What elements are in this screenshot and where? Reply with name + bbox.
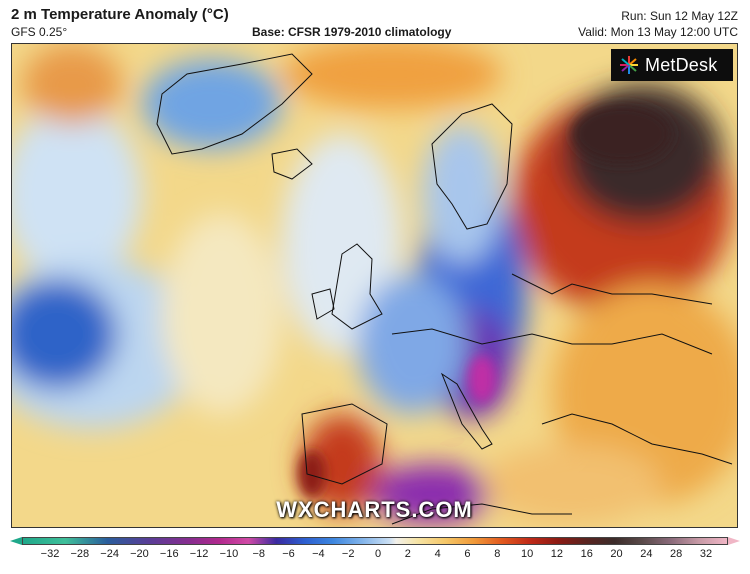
scale-tick-label: 16 bbox=[580, 548, 593, 560]
scale-min-arrow bbox=[10, 537, 22, 545]
scale-tick-label: −28 bbox=[70, 548, 90, 560]
scale-tick-label: −12 bbox=[189, 548, 209, 560]
scale-tick-label: −20 bbox=[130, 548, 149, 560]
color-scale-ticks: −32 −28 −24 −20 −16 −12 −10 −8 −6 −4 −2 0 2 4 6 8 10 12 16… bbox=[22, 548, 728, 564]
metdesk-logo: MetDesk bbox=[611, 49, 733, 81]
model-label: GFS 0.25° bbox=[11, 25, 68, 39]
scale-tick-label: 10 bbox=[520, 548, 534, 560]
anomaly-map: MetDesk WXCHARTS.COM bbox=[11, 43, 738, 528]
scale-tick-label: −8 bbox=[252, 548, 265, 560]
scale-tick-label: −32 bbox=[40, 548, 60, 560]
scale-tick-label: 8 bbox=[494, 548, 501, 560]
scale-tick-label: 28 bbox=[670, 548, 683, 560]
scale-tick-label: 0 bbox=[374, 548, 382, 560]
scale-tick-label: 24 bbox=[640, 548, 653, 560]
scale-tick-label: 2 bbox=[404, 548, 411, 560]
color-scale-bar bbox=[22, 537, 728, 545]
scale-max-arrow bbox=[728, 537, 740, 545]
scale-tick-label: 6 bbox=[464, 548, 471, 560]
climatology-base-label: Base: CFSR 1979-2010 climatology bbox=[252, 25, 452, 39]
coastlines bbox=[156, 53, 733, 525]
logo-text: MetDesk bbox=[645, 54, 718, 75]
map-title: 2 m Temperature Anomaly (°C) bbox=[11, 6, 229, 23]
map-canvas bbox=[12, 44, 737, 527]
scale-tick-label: −24 bbox=[100, 548, 119, 560]
valid-time-label: Valid: Mon 13 May 12:00 UTC bbox=[578, 25, 738, 39]
scale-tick-label: 32 bbox=[699, 548, 713, 560]
run-time-label: Run: Sun 12 May 12Z bbox=[621, 9, 738, 23]
scale-tick-label: 20 bbox=[610, 548, 623, 560]
scale-tick-label: −16 bbox=[159, 548, 179, 560]
scale-tick-label: 4 bbox=[434, 548, 441, 560]
color-scale bbox=[10, 537, 740, 545]
scale-tick-label: −2 bbox=[341, 548, 355, 560]
sunburst-logo-icon bbox=[620, 56, 638, 74]
scale-tick-label: −4 bbox=[312, 548, 325, 560]
scale-tick-label: 12 bbox=[550, 548, 564, 560]
scale-tick-label: −10 bbox=[219, 548, 239, 560]
watermark: WXCHARTS.COM bbox=[276, 497, 473, 522]
scale-tick-label: −6 bbox=[282, 548, 295, 560]
